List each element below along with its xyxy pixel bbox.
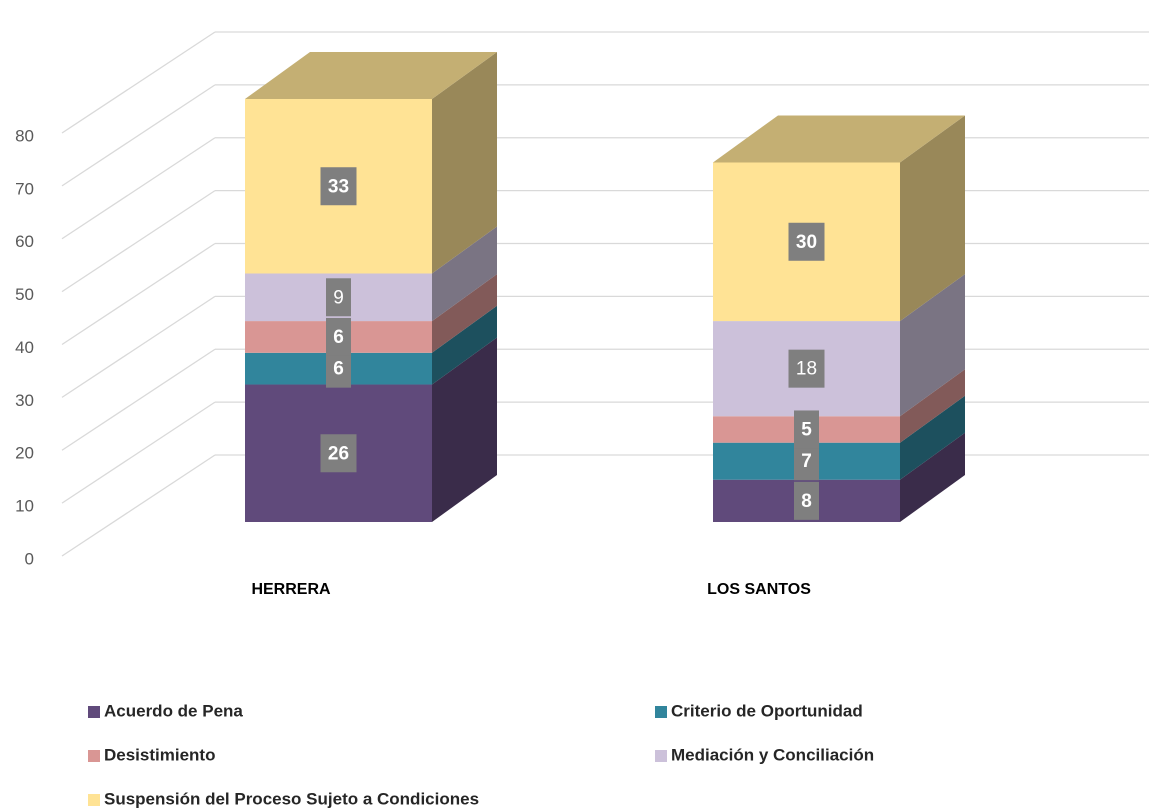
bar-side <box>900 432 965 522</box>
grid-line <box>61 295 216 398</box>
grid-line <box>61 348 216 451</box>
bar-top <box>713 115 965 163</box>
y-tick-label: 10 <box>15 497 34 516</box>
value-label-box <box>326 349 351 388</box>
legend-label: Criterio de Oportunidad <box>671 701 863 720</box>
value-label-box <box>326 278 351 317</box>
x-tick-label: HERRERA <box>251 581 331 598</box>
value-label: 9 <box>333 287 344 308</box>
y-tick-label: 30 <box>15 391 34 410</box>
y-tick-label: 0 <box>25 549 34 568</box>
legend-label: Mediación y Conciliación <box>671 745 874 764</box>
value-label-box <box>794 410 819 449</box>
y-tick-label: 60 <box>15 232 34 251</box>
value-label-box <box>794 481 819 520</box>
y-tick-label: 40 <box>15 338 34 357</box>
bar-side <box>432 52 497 274</box>
value-label-box <box>788 349 825 388</box>
legend-swatch <box>88 794 100 806</box>
grid-line <box>61 454 216 557</box>
grid-line <box>61 190 216 293</box>
legend-label: Acuerdo de Pena <box>104 701 243 720</box>
value-label: 18 <box>796 359 817 380</box>
bar-side <box>900 369 965 443</box>
value-label-box <box>320 167 357 206</box>
x-tick-label: LOS SANTOS <box>707 581 811 598</box>
value-label: 7 <box>801 451 812 472</box>
bar-side <box>900 274 965 417</box>
value-label: 30 <box>796 232 817 253</box>
bar-side <box>900 395 965 480</box>
bar-top <box>245 52 497 99</box>
legend-swatch <box>88 750 100 762</box>
bar-side <box>432 226 497 322</box>
grid-line <box>61 84 216 187</box>
value-label-box <box>794 442 819 481</box>
y-tick-label: 20 <box>15 444 34 463</box>
legend-label: Desistimiento <box>104 745 215 764</box>
grid-line <box>61 401 216 504</box>
legend-swatch <box>655 706 667 718</box>
bar-side <box>900 115 965 322</box>
value-label: 6 <box>333 359 344 380</box>
grid-line <box>61 242 216 346</box>
legend-swatch <box>88 706 100 718</box>
value-label: 5 <box>801 419 812 440</box>
value-label-box <box>788 222 825 261</box>
value-label: 6 <box>333 327 344 348</box>
bar-side <box>432 305 497 385</box>
legend-label: Suspensión del Proceso Sujeto a Condicio… <box>104 789 479 808</box>
bar-side <box>432 337 497 522</box>
grid-line <box>61 137 216 240</box>
value-label: 8 <box>801 491 812 512</box>
value-label-box <box>326 317 351 356</box>
y-tick-label: 70 <box>15 179 34 198</box>
y-tick-label: 50 <box>15 285 34 304</box>
bar-side <box>432 274 497 353</box>
value-label-box <box>320 434 357 473</box>
value-label: 26 <box>328 443 349 464</box>
y-tick-label: 80 <box>15 126 34 145</box>
grid-line <box>61 31 216 134</box>
legend-swatch <box>655 750 667 762</box>
value-label: 33 <box>328 176 349 197</box>
